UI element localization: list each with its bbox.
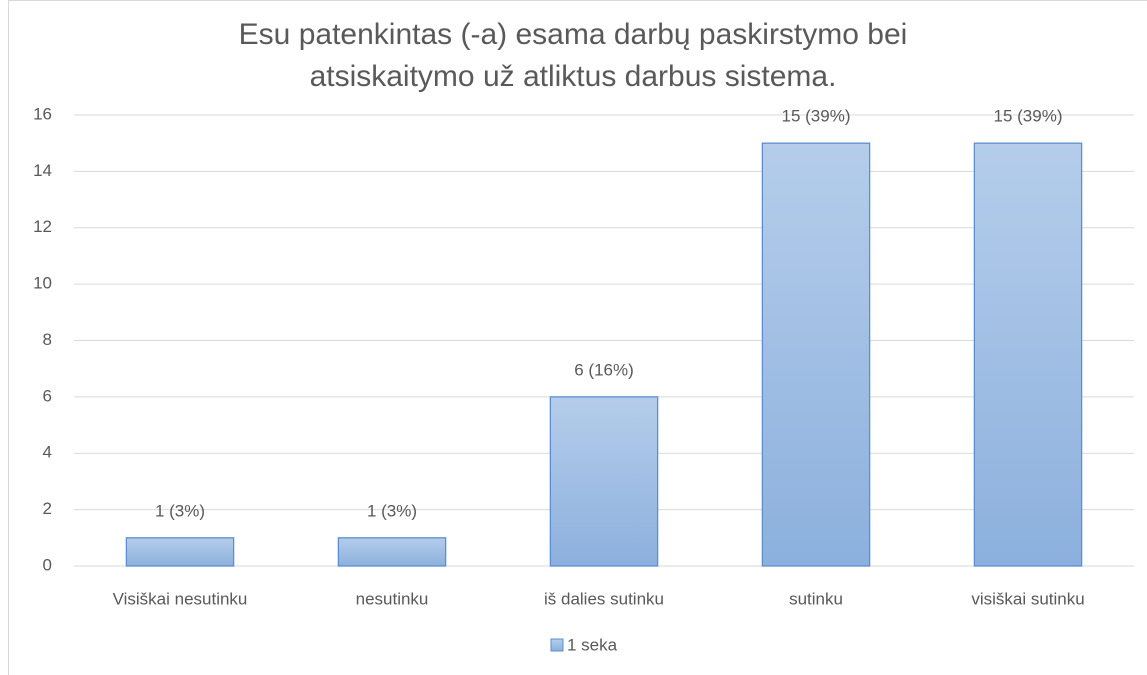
bar	[973, 142, 1083, 567]
x-tick-label: iš dalies sutinku	[544, 589, 664, 608]
y-tick-label: 10	[33, 274, 52, 293]
legend-swatch	[550, 638, 564, 652]
y-tick-label: 16	[33, 104, 52, 123]
data-label: 1 (3%)	[367, 501, 417, 520]
chart-frame	[8, 0, 1147, 675]
bar	[761, 142, 871, 567]
bar	[549, 396, 659, 567]
x-tick-label: sutinku	[789, 589, 843, 608]
x-tick-label: nesutinku	[356, 589, 429, 608]
x-tick-label: visiškai sutinku	[971, 589, 1084, 608]
y-tick-label: 4	[43, 443, 52, 462]
y-tick-label: 14	[33, 161, 52, 180]
y-tick-label: 2	[43, 499, 52, 518]
y-tick-label: 6	[43, 386, 52, 405]
data-label: 6 (16%)	[574, 360, 634, 379]
data-label: 1 (3%)	[155, 501, 205, 520]
y-tick-label: 12	[33, 217, 52, 236]
x-tick-label: Visiškai nesutinku	[113, 589, 248, 608]
legend-label: 1 seka	[567, 635, 618, 654]
data-label: 15 (39%)	[994, 107, 1063, 126]
data-label: 15 (39%)	[782, 107, 851, 126]
y-tick-label: 0	[43, 555, 52, 574]
bar	[125, 537, 235, 567]
bar	[337, 537, 447, 567]
y-tick-label: 8	[43, 330, 52, 349]
chart-title: Esu patenkintas (-a) esama darbų paskirs…	[238, 18, 908, 93]
